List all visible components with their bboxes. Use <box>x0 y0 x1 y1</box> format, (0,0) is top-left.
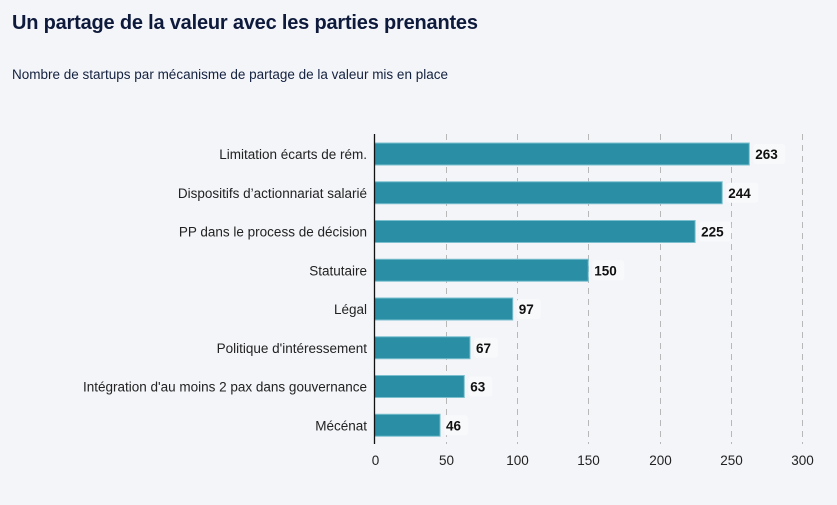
value-label-background <box>473 337 498 358</box>
category-label: Statutaire <box>309 263 367 278</box>
bars <box>374 142 750 437</box>
value-label-background <box>592 260 625 281</box>
bar <box>374 181 723 205</box>
value-label-background <box>516 299 541 319</box>
category-label: Intégration d'au moins 2 pax dans gouver… <box>83 380 367 395</box>
category-label: PP dans le process de décision <box>179 225 367 240</box>
x-tick-label: 0 <box>372 453 380 468</box>
value-label: 46 <box>446 418 462 433</box>
value-label: 225 <box>701 225 724 240</box>
category-label: Dispositifs d’actionnariat salarié <box>178 186 367 201</box>
x-axis-ticks: 0 50 100 150 200 250 300 <box>372 453 814 468</box>
bar <box>374 336 471 360</box>
bar <box>374 220 696 243</box>
category-label: Politique d'intéressement <box>217 341 368 356</box>
value-label-background <box>753 144 786 164</box>
bar <box>374 413 441 437</box>
value-labels: 263 244 225 150 97 67 63 46 <box>444 144 786 436</box>
bar <box>374 142 750 166</box>
x-tick-label: 150 <box>577 453 600 468</box>
gridlines <box>446 134 803 444</box>
chart-title: Un partage de la valeur avec les parties… <box>12 12 478 34</box>
category-label: Mécénat <box>315 418 367 433</box>
value-label-background <box>699 221 732 242</box>
bar <box>374 375 465 398</box>
x-tick-label: 100 <box>506 453 529 468</box>
value-label-background <box>726 182 759 203</box>
value-label: 244 <box>728 186 751 201</box>
bar <box>374 258 589 282</box>
value-label: 67 <box>476 341 491 356</box>
value-label-background <box>444 415 469 436</box>
value-label: 263 <box>755 147 778 162</box>
bar <box>374 297 514 321</box>
x-tick-label: 200 <box>649 453 672 468</box>
category-label: Limitation écarts de rém. <box>219 147 367 162</box>
category-label: Légal <box>334 302 367 317</box>
value-label: 97 <box>519 302 534 317</box>
category-labels: Limitation écarts de rém. Dispositifs d’a… <box>83 147 367 433</box>
value-label: 150 <box>594 263 617 278</box>
value-label-background <box>468 376 493 397</box>
value-label: 63 <box>470 380 486 395</box>
x-tick-label: 300 <box>791 453 814 468</box>
chart-subtitle: Nombre de startups par mécanisme de part… <box>12 67 448 82</box>
x-tick-label: 250 <box>720 453 743 468</box>
x-tick-label: 50 <box>439 453 454 468</box>
